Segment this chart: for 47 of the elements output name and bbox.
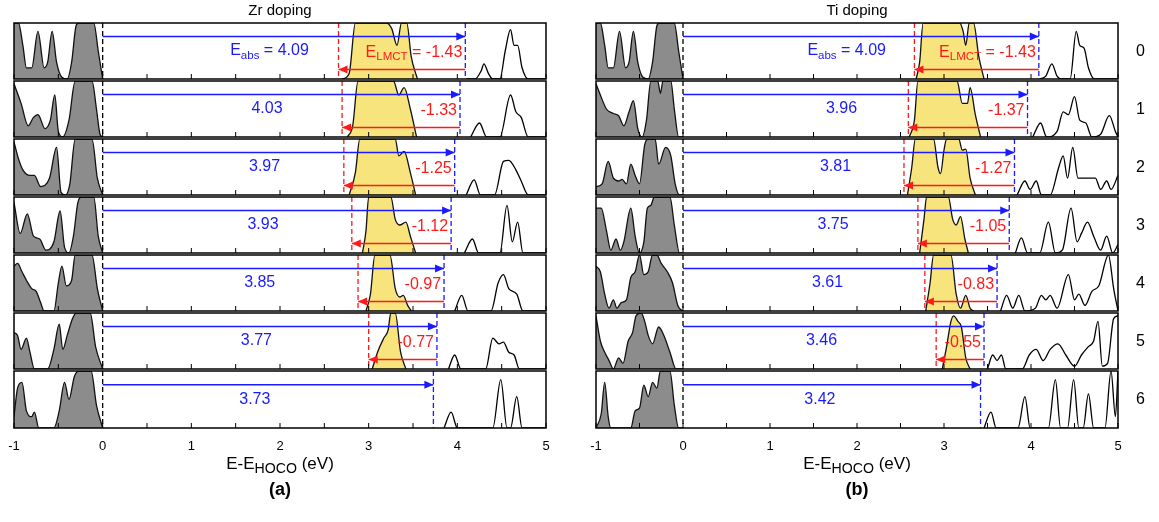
text: (a) [268, 478, 292, 500]
ref-line-label: 3.77 [240, 331, 273, 349]
x-tick-label: 4 [1027, 438, 1035, 454]
y2-axis-title: 4 [1136, 273, 1145, 293]
y2-axis-title: 2 [1136, 157, 1145, 177]
x-tick-label: -1 [590, 438, 602, 454]
x-axis-title: E-E$_{HOCO}$ (eV) [225, 453, 335, 479]
x-tick-label: 2 [276, 438, 284, 454]
annotation: -1.33 [420, 100, 458, 118]
ref-line-label: 3.61 [811, 273, 844, 291]
ref-line-label: 3.93 [247, 215, 279, 233]
y2-axis-title: 0 [1136, 41, 1145, 61]
x-tick-label: 1 [187, 438, 195, 454]
annotation: -1.25 [415, 158, 452, 176]
annotation: -1.27 [975, 158, 1012, 176]
ref-line-label: 3.96 [825, 99, 858, 117]
x-tick-label: 3 [940, 438, 948, 454]
ref-line-label: 3.81 [819, 157, 852, 175]
y2-axis-title: 1 [1136, 99, 1145, 119]
text: (b) [844, 478, 870, 500]
y2-axis-title: 5 [1136, 331, 1145, 351]
ref-line-label: 3.85 [244, 273, 276, 291]
ref-line-label: 3.46 [805, 331, 838, 349]
x-tick-label: 0 [99, 438, 107, 454]
annotation: -0.83 [957, 274, 995, 292]
y2-axis-title: 3 [1136, 215, 1145, 235]
annotation: -1.12 [411, 216, 449, 234]
y2-axis-title: 6 [1136, 389, 1145, 409]
ref-line-label: 3.97 [249, 157, 281, 175]
ref-line-label: 4.03 [251, 99, 283, 117]
x-tick-label: 2 [853, 438, 861, 454]
chart-title: Ti doping [825, 1, 889, 19]
x-tick-label: 5 [542, 438, 550, 454]
ref-line-label: 3.75 [817, 215, 849, 233]
annotation: -1.05 [969, 216, 1007, 234]
annotation: -0.97 [404, 274, 442, 292]
x-axis-title: E-E$_{HOCO}$ (eV) [802, 453, 912, 479]
ref-line-label: 3.42 [804, 389, 836, 407]
ref-line-label: 3.73 [239, 389, 271, 407]
x-tick-label: 4 [453, 438, 461, 454]
chart-title: Zr doping [247, 1, 313, 19]
x-tick-label: 1 [766, 438, 774, 454]
x-tick-label: 5 [1114, 438, 1122, 454]
x-tick-label: 0 [679, 438, 687, 454]
x-tick-label: 3 [365, 438, 373, 454]
x-tick-label: -1 [8, 438, 20, 454]
annotation: -1.37 [988, 100, 1025, 118]
